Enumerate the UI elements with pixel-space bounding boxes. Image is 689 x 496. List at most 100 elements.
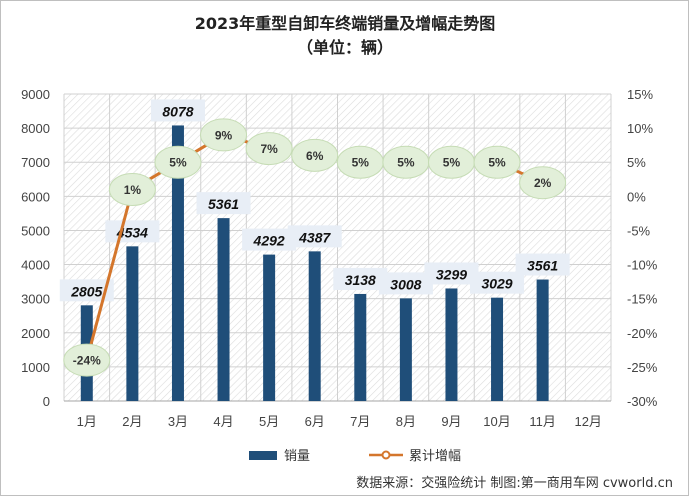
pct-label-bubble — [108, 173, 156, 207]
left-tick-label: 3000 — [21, 292, 50, 307]
pct-label-bubble — [63, 343, 111, 377]
bar — [399, 298, 412, 401]
bar-label-group: 2805 — [59, 279, 114, 302]
bar-label-group: 3008 — [378, 272, 433, 295]
right-tick-label: -15% — [627, 292, 658, 307]
pct-label-group: 5% — [382, 145, 430, 179]
bar-value-label: 4292 — [253, 233, 285, 249]
bar-value-label: 8078 — [162, 103, 193, 119]
right-tick-label: -5% — [627, 223, 651, 238]
pct-label-group: -24% — [63, 343, 111, 377]
legend: 销量 累计增幅 — [249, 449, 461, 464]
bar — [126, 246, 139, 401]
bar-label-box — [378, 272, 433, 295]
right-tick-label: -10% — [627, 258, 658, 273]
left-tick-label: 2000 — [21, 326, 50, 341]
bar-label-box — [150, 99, 205, 122]
pct-value-label: 5% — [488, 156, 506, 170]
bar-label-group: 3299 — [424, 262, 479, 285]
bar-label-box — [424, 262, 479, 285]
bar-value-label: 3138 — [345, 272, 376, 288]
x-tick-label: 1月 — [77, 414, 97, 429]
right-tick-label: 0% — [627, 189, 646, 204]
left-tick-label: 7000 — [21, 155, 50, 170]
x-tick-label: 4月 — [213, 414, 233, 429]
bar-label-box — [59, 279, 114, 302]
pct-label-group: 7% — [245, 132, 293, 166]
x-tick-label: 12月 — [574, 414, 601, 429]
right-tick-label: -30% — [627, 394, 658, 409]
bar-label-group: 3138 — [333, 267, 388, 290]
bar-label-group: 4534 — [105, 220, 160, 243]
left-tick-label: 9000 — [21, 87, 50, 102]
pct-label-group: 1% — [108, 173, 156, 207]
pct-value-label: 2% — [534, 176, 552, 190]
x-tick-label: 11月 — [529, 414, 556, 429]
bar-label-group: 4292 — [242, 228, 297, 251]
pct-value-label: 5% — [352, 156, 370, 170]
pct-label-bubble — [291, 138, 339, 172]
bar-series — [80, 125, 549, 402]
right-tick-label: 10% — [627, 121, 653, 136]
bar — [263, 254, 276, 401]
bar-label-group: 3561 — [515, 253, 570, 276]
bar-value-label: 3299 — [436, 266, 467, 282]
left-tick-label: 6000 — [21, 189, 50, 204]
bar-value-label: 3008 — [390, 276, 421, 292]
bar-value-label: 4534 — [116, 224, 148, 240]
bar-label-group: 5361 — [196, 192, 251, 215]
bar-value-label: 5361 — [208, 196, 239, 212]
x-tick-label: 2月 — [122, 414, 142, 429]
pct-label-group: 2% — [519, 166, 567, 200]
bar — [217, 218, 230, 401]
bar-label-box — [515, 253, 570, 276]
line-data-labels: -24% 1% 5% 9% 7% 6% 5% 5% 5% 5% 2% — [63, 118, 567, 377]
bar — [445, 288, 458, 401]
legend-line-marker — [381, 450, 391, 460]
left-tick-label: 8000 — [21, 121, 50, 136]
left-axis-ticks: 0 1000 2000 3000 4000 5000 6000 7000 8000 9000 — [21, 87, 50, 409]
pct-label-bubble — [200, 118, 248, 152]
pct-value-label: 6% — [306, 149, 324, 163]
bar-label-box — [470, 271, 525, 294]
bar-value-label: 3561 — [527, 258, 558, 274]
left-tick-label: 4000 — [21, 258, 50, 273]
bar-label-group: 4387 — [287, 225, 342, 248]
bar-data-labels: 2805 4534 8078 5361 4292 4387 3138 3008 3299 3029… — [59, 99, 570, 302]
chart-subtitle: （单位：辆） — [297, 38, 393, 57]
left-tick-label: 0 — [43, 394, 50, 409]
bar — [308, 251, 321, 401]
bar-value-label: 2805 — [70, 283, 102, 299]
pct-label-bubble — [245, 132, 293, 166]
right-tick-label: 5% — [627, 155, 646, 170]
x-axis-ticks: 1月 2月 3月 4月 5月 6月 7月 8月 9月 10月 11月 12月 — [77, 414, 602, 429]
bar — [536, 279, 549, 401]
pct-value-label: 1% — [124, 183, 142, 197]
x-tick-label: 6月 — [305, 414, 325, 429]
x-tick-label: 7月 — [350, 414, 370, 429]
right-axis-ticks: -30% -25% -20% -15% -10% -5% 0% 5% 10% 15% — [627, 87, 658, 409]
pct-label-bubble — [473, 145, 521, 179]
bar-label-group: 8078 — [150, 99, 205, 122]
bar-value-label: 3029 — [481, 276, 512, 292]
bar — [171, 125, 184, 402]
bar-label-box — [242, 228, 297, 251]
bar-label-box — [287, 225, 342, 248]
source-note: 数据来源：交强险统计 制图:第一商用车网 cvworld.cn — [356, 475, 673, 491]
pct-label-group: 9% — [200, 118, 248, 152]
x-tick-label: 10月 — [483, 414, 510, 429]
bar — [354, 293, 367, 401]
bar-label-box — [196, 192, 251, 215]
bar — [491, 297, 504, 401]
pct-value-label: 7% — [260, 142, 278, 156]
left-tick-label: 1000 — [21, 360, 50, 375]
right-tick-label: 15% — [627, 87, 653, 102]
left-tick-label: 5000 — [21, 223, 50, 238]
legend-bar-label: 销量 — [284, 449, 310, 464]
pct-label-group: 6% — [291, 138, 339, 172]
pct-label-bubble — [519, 166, 567, 200]
pct-label-group: 5% — [154, 145, 202, 179]
pct-value-label: -24% — [73, 354, 101, 368]
